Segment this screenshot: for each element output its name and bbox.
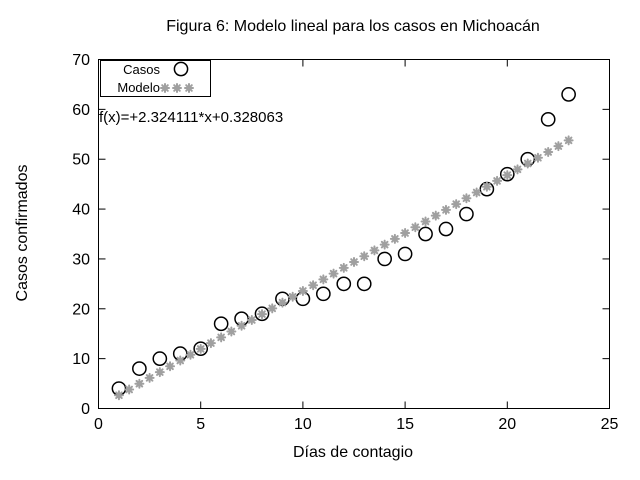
x-axis-label: Días de contagio	[293, 444, 413, 461]
y-tick-label: 0	[81, 401, 90, 418]
data-point-modelo	[113, 390, 124, 401]
data-point-modelo	[492, 175, 503, 186]
data-point-modelo	[502, 170, 513, 181]
data-point-casos	[254, 306, 270, 322]
data-point-modelo	[389, 233, 400, 244]
y-tick-label: 10	[72, 351, 90, 368]
y-axis-label: Casos confirmados	[14, 165, 31, 302]
data-point-casos	[459, 206, 474, 222]
legend: Casos Modelo	[100, 60, 211, 97]
data-point-modelo	[216, 332, 227, 343]
data-point-modelo	[308, 280, 319, 291]
x-tick-label: 15	[396, 416, 414, 433]
data-point-modelo	[512, 164, 523, 175]
data-point-casos	[132, 361, 147, 376]
data-point-modelo	[471, 187, 482, 198]
data-point-casos	[193, 341, 209, 357]
data-point-modelo	[420, 216, 431, 227]
data-point-casos	[561, 87, 576, 102]
data-point-casos	[213, 316, 229, 332]
data-point-modelo	[410, 222, 421, 233]
data-point-modelo	[154, 367, 165, 378]
data-point-modelo	[236, 320, 247, 331]
data-point-modelo	[246, 314, 257, 325]
legend-asterisk-marker	[172, 83, 182, 93]
data-point-modelo	[257, 309, 268, 320]
data-point-modelo	[205, 338, 216, 349]
data-point-modelo	[195, 343, 206, 354]
data-point-modelo	[297, 285, 308, 296]
y-tick-label: 30	[72, 251, 90, 268]
data-point-modelo	[124, 384, 135, 395]
formula-annotation: f(x)=+2.324111*x+0.328063	[99, 109, 283, 126]
data-point-casos	[397, 246, 413, 262]
data-point-modelo	[287, 291, 298, 302]
data-point-modelo	[185, 349, 196, 360]
y-tick-label: 60	[72, 102, 90, 119]
data-point-casos	[356, 276, 372, 292]
x-tick-label: 0	[94, 416, 103, 433]
data-point-modelo	[481, 181, 492, 192]
y-tick-label: 70	[72, 52, 90, 69]
data-point-casos	[336, 276, 352, 292]
y-tick-label: 20	[72, 301, 90, 318]
data-point-modelo	[328, 268, 339, 279]
x-tick-label: 5	[196, 416, 205, 433]
data-point-modelo	[144, 372, 155, 383]
data-point-modelo	[226, 326, 237, 337]
data-point-modelo	[553, 141, 564, 152]
x-tick-label: 25	[601, 416, 619, 433]
data-point-modelo	[359, 251, 370, 262]
legend-asterisk-marker	[184, 83, 194, 93]
axis-ticks: 0 5 10 15 20 25 0 10 20 30 40 50 60 70	[72, 52, 618, 433]
legend-asterisk-marker	[160, 83, 170, 93]
data-point-modelo	[318, 274, 329, 285]
x-tick-label: 20	[498, 416, 516, 433]
data-point-modelo	[400, 228, 411, 239]
data-point-modelo	[440, 204, 451, 215]
data-point-modelo	[165, 361, 176, 372]
data-point-modelo	[338, 262, 349, 273]
data-point-modelo	[277, 297, 288, 308]
data-point-modelo	[369, 245, 380, 256]
data-point-modelo	[134, 378, 145, 389]
data-point-modelo	[451, 199, 462, 210]
y-tick-label: 50	[72, 152, 90, 169]
x-tick-label: 10	[294, 416, 312, 433]
data-point-modelo	[532, 152, 543, 163]
legend-label-casos: Casos	[123, 62, 160, 77]
data-points	[111, 87, 576, 401]
data-point-casos	[438, 221, 454, 237]
data-point-casos	[540, 111, 556, 127]
data-point-casos	[152, 351, 168, 366]
data-point-modelo	[379, 239, 390, 250]
data-point-casos	[418, 226, 433, 242]
data-point-modelo	[175, 355, 186, 366]
data-point-modelo	[522, 158, 533, 169]
data-point-casos	[377, 251, 393, 267]
legend-marker-asterisks	[160, 83, 194, 93]
legend-marker-circle	[173, 61, 189, 77]
data-point-modelo	[267, 303, 278, 314]
data-point-modelo	[543, 146, 554, 157]
plot-frame	[98, 59, 610, 409]
legend-circle-marker	[173, 61, 189, 77]
chart-title: Figura 6: Modelo lineal para los casos e…	[166, 18, 540, 35]
data-point-modelo	[349, 257, 359, 268]
data-point-modelo	[461, 193, 472, 204]
y-tick-label: 40	[72, 202, 90, 219]
data-point-casos	[499, 166, 515, 182]
legend-label-modelo: Modelo	[117, 80, 160, 95]
data-point-modelo	[563, 135, 574, 146]
data-point-casos	[315, 286, 331, 302]
data-point-modelo	[430, 210, 441, 221]
